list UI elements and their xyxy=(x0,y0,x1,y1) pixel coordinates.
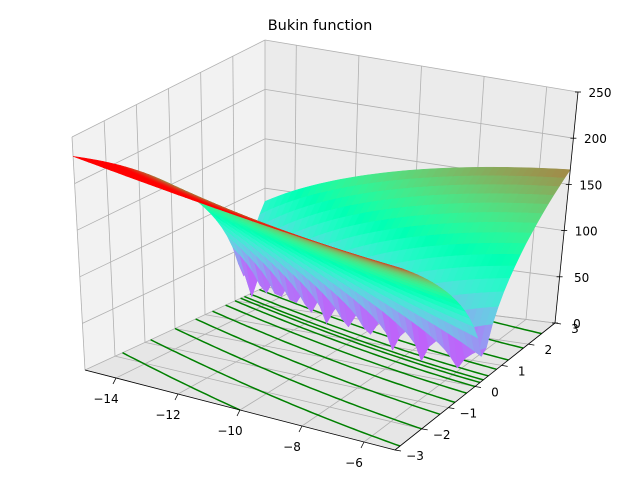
z-tick-label: 0 xyxy=(573,317,581,331)
z-axis-line xyxy=(554,91,579,324)
contour-line xyxy=(150,339,401,447)
y-tick-mark xyxy=(448,407,455,410)
x-tick-mark xyxy=(236,409,241,417)
x-tick-label: −10 xyxy=(217,424,242,438)
y-tick-label: −1 xyxy=(459,407,477,421)
z-tick-label: 250 xyxy=(589,86,612,100)
grid-lines xyxy=(71,39,579,451)
grid-line-y-left xyxy=(103,120,116,357)
contour-line xyxy=(195,318,441,416)
grid-line-z-left xyxy=(71,39,266,138)
contour-line xyxy=(174,327,422,430)
pane-left xyxy=(72,40,265,370)
y-tick-mark xyxy=(421,428,428,431)
x-tick-label: −6 xyxy=(345,456,363,470)
x-tick-label: −12 xyxy=(155,408,180,422)
z-tick-label: 50 xyxy=(574,271,589,285)
contour-line xyxy=(212,310,456,404)
y-tick-mark xyxy=(474,386,482,388)
grid-line-y-floor xyxy=(114,355,422,430)
x-tick-mark xyxy=(360,441,365,449)
contour-line xyxy=(122,352,241,411)
contour-line xyxy=(225,304,467,394)
x-tick-label: −8 xyxy=(283,440,301,454)
y-tick-label: 1 xyxy=(518,364,526,378)
y-tick-label: −2 xyxy=(433,428,451,442)
grid-line-z-left xyxy=(79,187,266,278)
grid-line-y-left xyxy=(168,88,176,329)
grid-line-y-left xyxy=(200,72,206,315)
y-tick-mark xyxy=(501,364,508,367)
z-tick-label: 200 xyxy=(584,132,607,146)
grid-line-y-left xyxy=(135,104,146,343)
surface-patch xyxy=(391,265,404,270)
z-tick-label: 150 xyxy=(579,178,602,192)
z-tick-label: 100 xyxy=(575,225,598,239)
contour-line xyxy=(234,300,476,388)
grid-line-z-back xyxy=(264,89,574,139)
contour-line xyxy=(240,297,481,384)
y-tick-mark xyxy=(528,343,535,346)
grid-line-y-left xyxy=(232,56,236,301)
x-tick-mark xyxy=(112,377,117,385)
x-tick-mark xyxy=(174,393,179,401)
y-tick-label: 3 xyxy=(571,322,579,336)
grid-line-y-floor xyxy=(144,341,449,409)
y-tick-label: 2 xyxy=(545,343,553,357)
contour-line xyxy=(249,293,489,377)
x-tick-mark xyxy=(298,425,303,433)
contour-line xyxy=(244,295,484,381)
y-tick-mark xyxy=(394,449,402,452)
grid-line-y-left xyxy=(71,136,86,371)
x-tick-label: −14 xyxy=(93,392,118,406)
y-tick-label: −3 xyxy=(406,449,424,463)
chart-title: Bukin function xyxy=(268,18,373,34)
y-tick-label: 0 xyxy=(491,386,499,400)
grid-line-z-back xyxy=(264,39,579,93)
surface-mesh xyxy=(73,156,571,369)
